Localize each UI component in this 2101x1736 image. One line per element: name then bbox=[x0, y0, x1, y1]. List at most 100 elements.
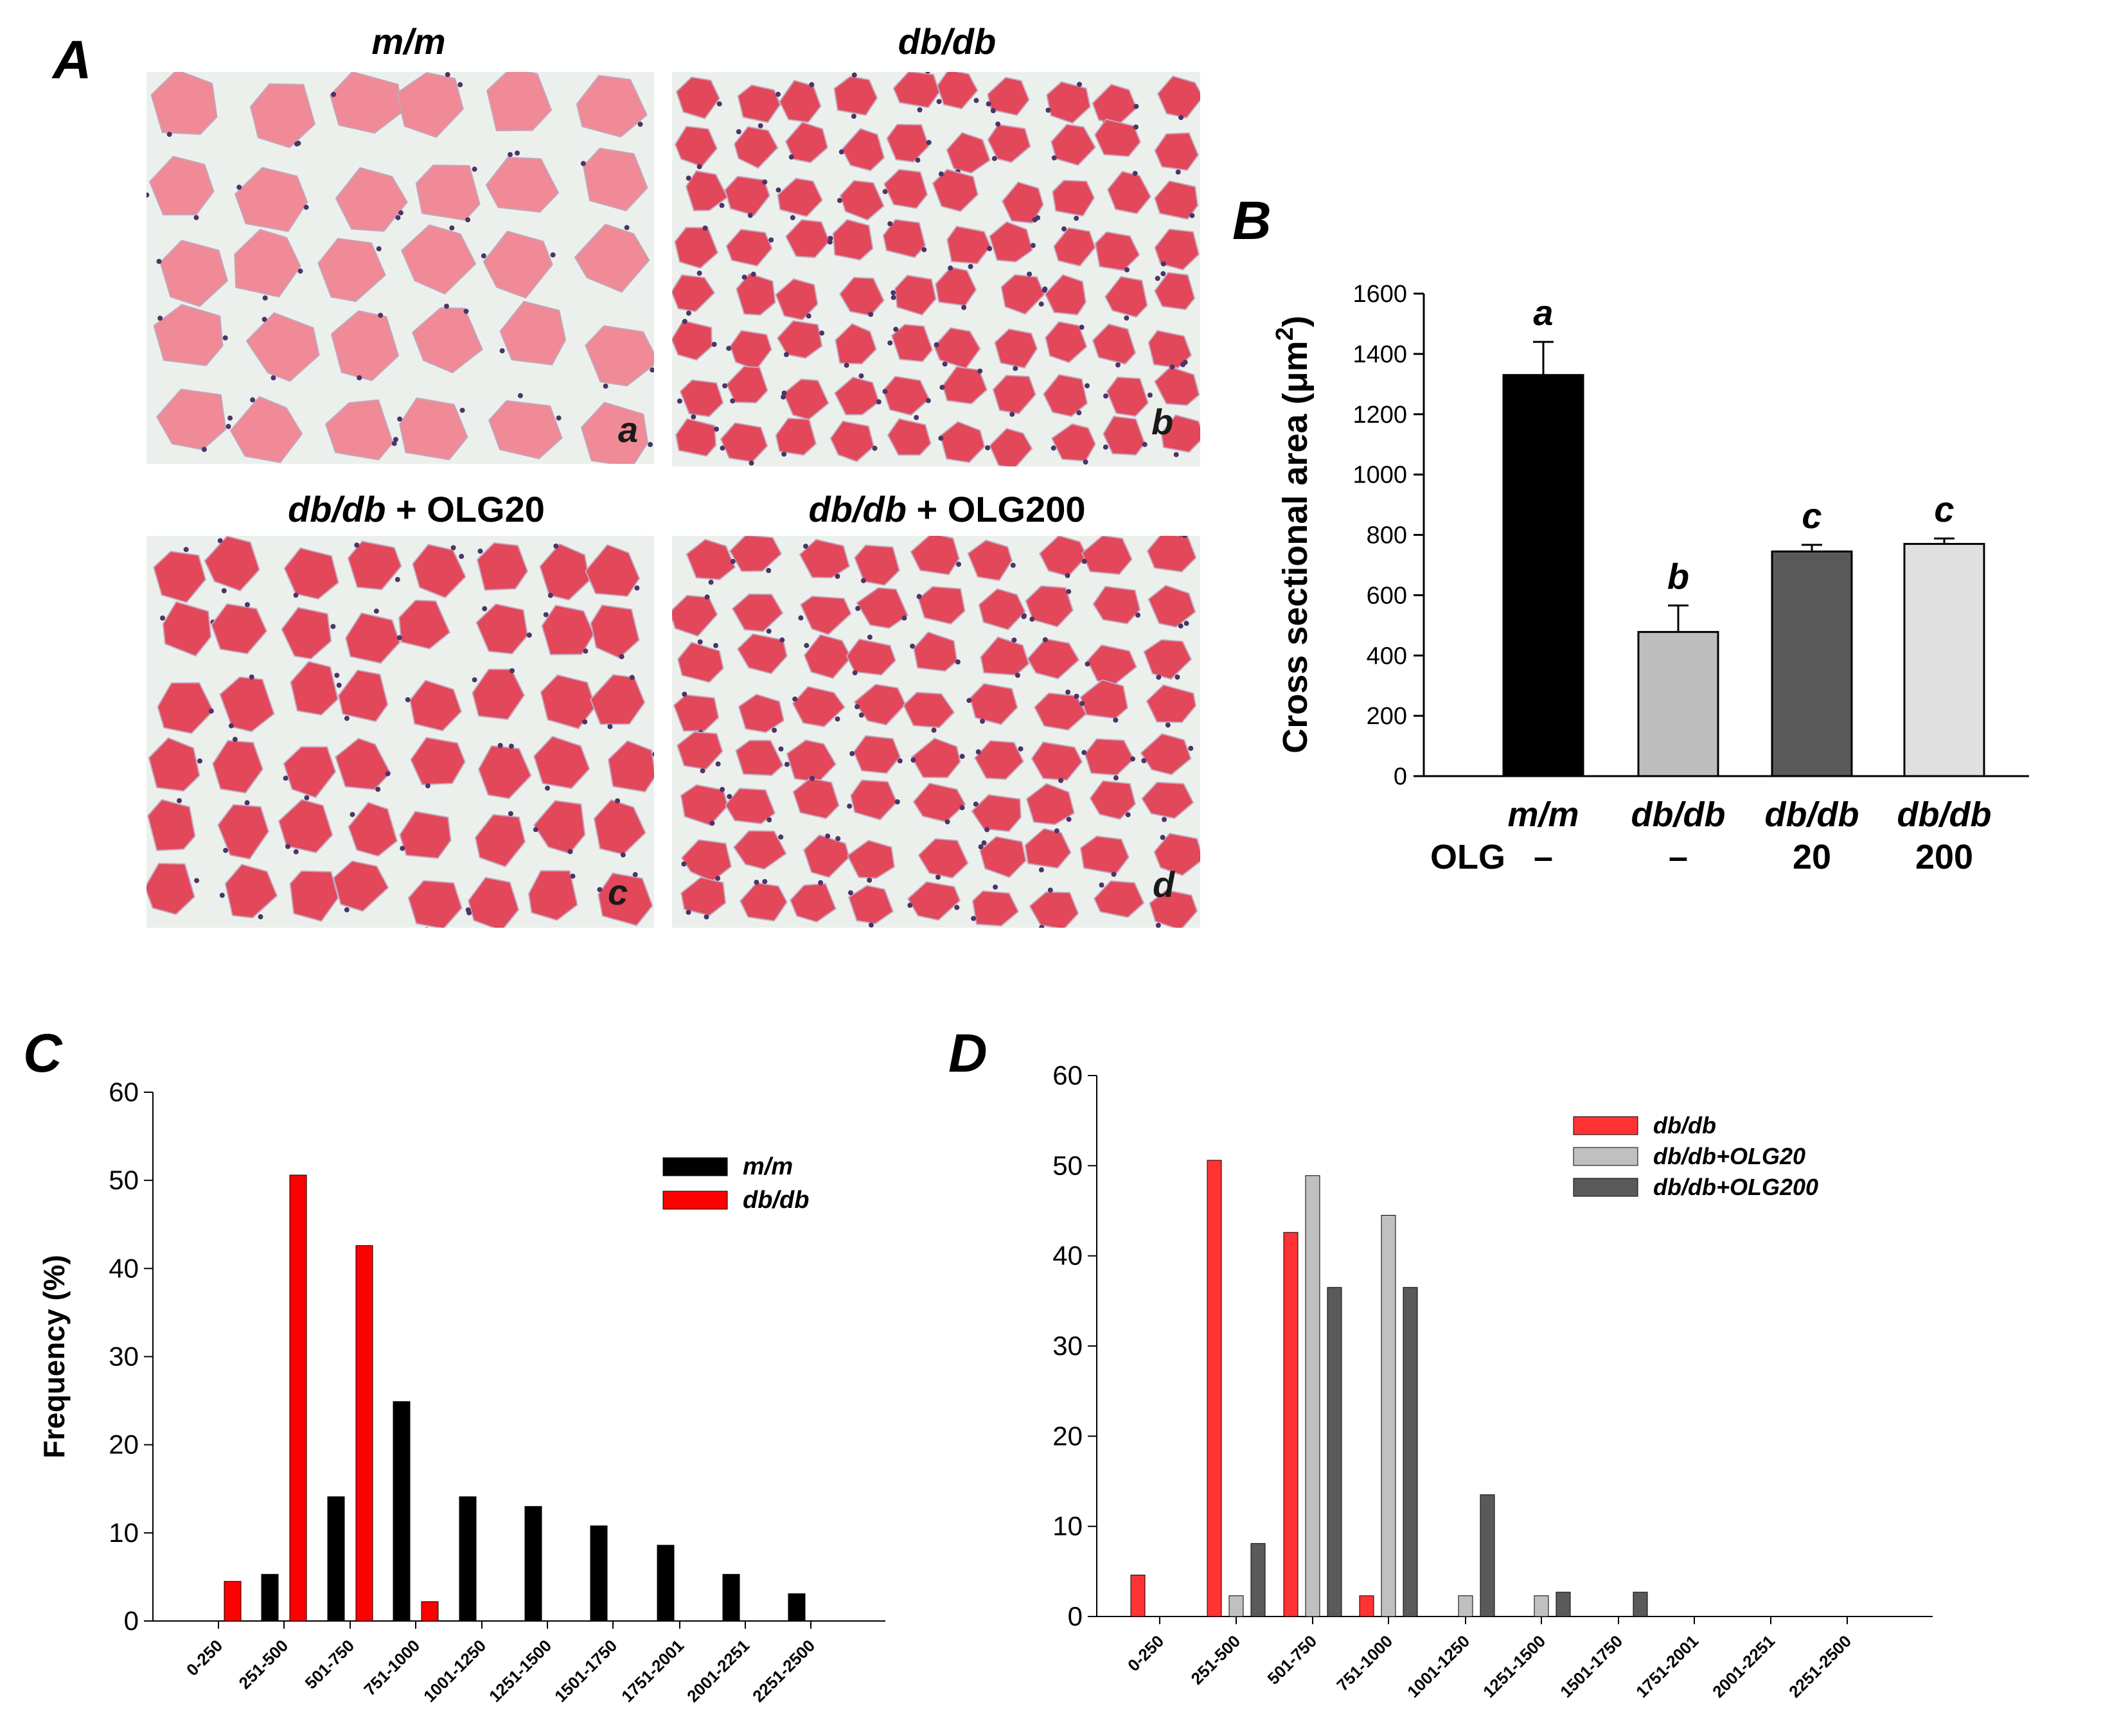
b-category-label: m/m bbox=[1507, 795, 1579, 834]
panel-letter-a: A bbox=[51, 30, 92, 90]
d-bar bbox=[1633, 1591, 1648, 1617]
d-bar bbox=[1480, 1494, 1495, 1617]
c-xtick-label: 1251-1500 bbox=[485, 1636, 555, 1706]
d-ytick-label: 20 bbox=[1052, 1421, 1083, 1451]
d-ytick-label: 0 bbox=[1068, 1601, 1083, 1631]
c-legend-label: db/db bbox=[743, 1187, 809, 1214]
c-bar bbox=[657, 1545, 675, 1622]
d-bar bbox=[1207, 1160, 1222, 1617]
d-bar bbox=[1283, 1232, 1299, 1617]
b-olg-dose: – bbox=[1669, 838, 1688, 876]
b-bar bbox=[1771, 550, 1853, 777]
c-bar bbox=[393, 1401, 411, 1622]
c-xtick-label: 0-250 bbox=[182, 1636, 226, 1679]
d-ytick-label: 60 bbox=[1052, 1060, 1083, 1090]
b-significance-label: c bbox=[1934, 489, 1954, 529]
c-xtick-label: 251-500 bbox=[235, 1636, 292, 1693]
c-ytick-label: 30 bbox=[109, 1342, 139, 1372]
d-xtick-label: 1501-1750 bbox=[1556, 1631, 1626, 1701]
b-bar bbox=[1502, 374, 1584, 777]
panel-letter-d: D bbox=[948, 1023, 988, 1083]
b-category-label: db/db bbox=[1631, 795, 1726, 834]
c-xtick-label: 1751-2001 bbox=[617, 1636, 687, 1706]
d-bar bbox=[1556, 1591, 1571, 1617]
d-bar bbox=[1327, 1287, 1342, 1617]
d-bar bbox=[1250, 1543, 1266, 1617]
d-bar bbox=[1130, 1574, 1146, 1617]
micrograph-title-olg20: db/db + OLG20 bbox=[288, 489, 545, 529]
b-significance-label: b bbox=[1667, 556, 1689, 596]
d-xtick-label: 2251-2500 bbox=[1785, 1631, 1855, 1701]
d-ytick-label: 50 bbox=[1052, 1150, 1083, 1180]
d-bar bbox=[1381, 1215, 1396, 1617]
d-ytick-label: 40 bbox=[1052, 1241, 1083, 1271]
c-xtick-label: 1001-1250 bbox=[420, 1636, 490, 1706]
d-legend-label: db/db bbox=[1653, 1112, 1716, 1138]
b-bar bbox=[1637, 631, 1719, 777]
d-xtick-label: 0-250 bbox=[1124, 1631, 1167, 1675]
b-olg-dose: 200 bbox=[1915, 838, 1973, 876]
d-ytick-label: 30 bbox=[1052, 1331, 1083, 1361]
b-ytick-label: 600 bbox=[1367, 582, 1407, 609]
b-significance-label: c bbox=[1802, 495, 1822, 536]
c-xtick-label: 751-1000 bbox=[360, 1636, 423, 1699]
c-legend-swatch bbox=[662, 1157, 728, 1176]
b-ytick-label: 400 bbox=[1367, 642, 1407, 669]
panel-letter-b: B bbox=[1232, 190, 1272, 251]
c-ytick-label: 0 bbox=[124, 1606, 139, 1636]
c-ytick-label: 20 bbox=[109, 1430, 139, 1460]
c-xtick-label: 1501-1750 bbox=[551, 1636, 621, 1706]
d-xtick-label: 1001-1250 bbox=[1403, 1631, 1473, 1701]
chart-c-frequency-mm-vs-dbdb: 0 10 20 30 40 50 60 0-250 251-500 501-750 751-1000… bbox=[37, 1077, 885, 1706]
d-legend-swatch bbox=[1573, 1116, 1638, 1135]
c-y-label: Frequency (%) bbox=[37, 1255, 71, 1458]
micrograph-title-mm: m/m bbox=[371, 21, 445, 62]
d-bar bbox=[1458, 1595, 1473, 1617]
d-bar bbox=[1403, 1287, 1418, 1617]
d-bar bbox=[1534, 1595, 1549, 1617]
b-ytick-label: 1600 bbox=[1352, 281, 1407, 308]
b-significance-label: a bbox=[1533, 292, 1553, 333]
micrograph-label-b: b bbox=[1151, 402, 1173, 442]
b-olg-dose: 20 bbox=[1793, 838, 1831, 876]
micrograph-title-dbdb: db/db bbox=[898, 21, 996, 62]
micrograph-label-a: a bbox=[618, 409, 638, 450]
c-legend-swatch bbox=[662, 1191, 728, 1210]
c-legend-label: m/m bbox=[743, 1153, 793, 1180]
d-xtick-label: 1251-1500 bbox=[1479, 1631, 1549, 1701]
c-bar bbox=[459, 1496, 477, 1622]
d-legend-swatch bbox=[1573, 1178, 1638, 1197]
c-xtick-label: 2001-2251 bbox=[683, 1636, 753, 1706]
b-bar bbox=[1903, 543, 1985, 777]
d-legend-swatch bbox=[1573, 1147, 1638, 1166]
micrograph-title-olg200: db/db + OLG200 bbox=[809, 489, 1086, 529]
b-category-label: db/db bbox=[1897, 795, 1992, 834]
b-ytick-label: 1200 bbox=[1352, 402, 1407, 429]
d-legend-label: db/db+OLG20 bbox=[1653, 1143, 1805, 1169]
b-ytick-label: 200 bbox=[1367, 703, 1407, 730]
chart-d-frequency-treatments: 0 10 20 30 40 50 60 0-250 251-500 501-750 751-1000… bbox=[1052, 1060, 1933, 1701]
d-legend-label: db/db+OLG200 bbox=[1653, 1174, 1818, 1200]
d-bar bbox=[1359, 1595, 1374, 1617]
micrograph-olg200: d bbox=[672, 536, 1200, 928]
c-bar bbox=[524, 1506, 542, 1622]
micrograph-mm: a bbox=[146, 72, 654, 464]
c-bar bbox=[289, 1174, 307, 1622]
micrograph-label-c: c bbox=[608, 872, 628, 912]
c-bar bbox=[355, 1245, 373, 1622]
b-olg-dose: – bbox=[1534, 838, 1553, 876]
c-xtick-label: 501-750 bbox=[301, 1636, 359, 1693]
b-y-label: Cross sectional area (μm2) bbox=[1272, 315, 1315, 753]
c-bar bbox=[722, 1573, 740, 1622]
c-ytick-label: 60 bbox=[109, 1077, 139, 1107]
b-ytick-label: 800 bbox=[1367, 522, 1407, 549]
c-bar bbox=[788, 1593, 806, 1622]
b-ytick-label: 1400 bbox=[1352, 341, 1407, 368]
d-bar bbox=[1228, 1595, 1244, 1617]
b-category-label: db/db bbox=[1765, 795, 1859, 834]
c-bar bbox=[224, 1581, 242, 1622]
d-xtick-label: 2001-2251 bbox=[1708, 1631, 1778, 1701]
b-olg-label: OLG bbox=[1430, 838, 1505, 876]
d-xtick-label: 751-1000 bbox=[1333, 1631, 1396, 1695]
